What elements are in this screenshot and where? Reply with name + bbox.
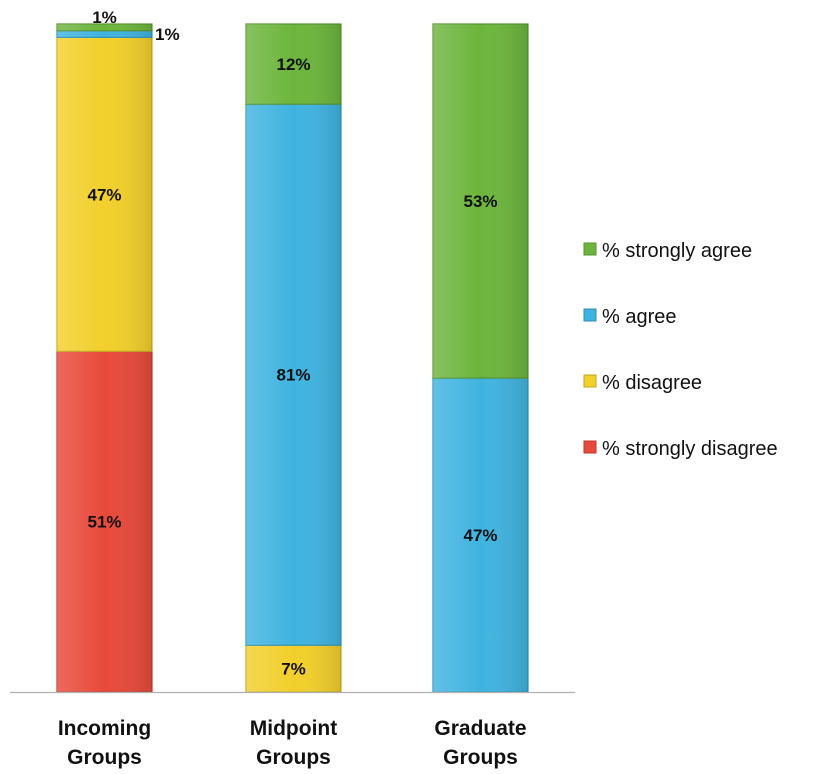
legend-item: % strongly agree xyxy=(583,240,752,262)
bar-segment-shade xyxy=(57,351,152,692)
bar-segment-shade xyxy=(433,378,528,692)
category-label: Incoming Groups xyxy=(58,717,151,769)
data-label: 12% xyxy=(276,55,310,74)
data-label: 7% xyxy=(281,660,306,679)
legend: % strongly agree % agree % disagree % stron… xyxy=(583,240,778,460)
legend-swatch xyxy=(583,440,597,454)
legend-swatch xyxy=(583,308,597,322)
legend-item: % strongly disagree xyxy=(583,438,778,460)
bar-segment-shade xyxy=(57,30,152,38)
legend-label: % disagree xyxy=(602,372,702,394)
legend-label: % strongly agree xyxy=(602,240,752,262)
category-label: Midpoint Groups xyxy=(250,717,337,769)
legend-swatch xyxy=(583,242,597,256)
bar-segment-shade xyxy=(57,37,152,352)
data-label: 1% xyxy=(155,25,180,44)
bar-segment-shade xyxy=(246,24,341,105)
legend-label: % agree xyxy=(602,306,677,328)
category-label: Graduate Groups xyxy=(434,717,526,769)
data-label: 53% xyxy=(463,192,497,211)
legend-label: % strongly disagree xyxy=(602,438,778,460)
data-label: 47% xyxy=(463,526,497,545)
data-label: 81% xyxy=(276,366,310,385)
bar-segment-shade xyxy=(246,645,341,692)
plot-area: 51% 47% 1% 1% Incoming Groups 7% 81% 12% Midpoint… xyxy=(10,8,575,769)
data-label: 47% xyxy=(87,185,121,204)
legend-item: % disagree xyxy=(583,372,702,394)
legend-swatch xyxy=(583,374,597,388)
bar-segment-shade xyxy=(246,104,341,646)
data-label: 1% xyxy=(92,8,117,27)
bar-segment-shade xyxy=(433,24,528,379)
bar-segment-shade xyxy=(57,24,152,31)
legend-item: % agree xyxy=(583,306,677,328)
data-label: 51% xyxy=(87,513,121,532)
